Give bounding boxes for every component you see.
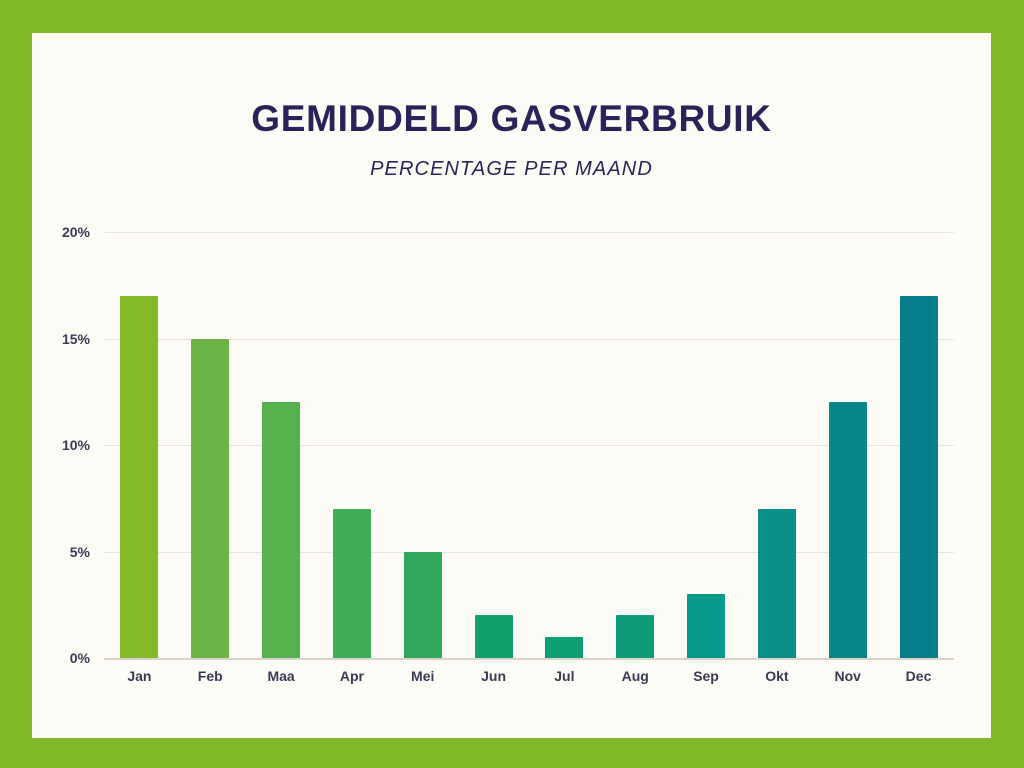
x-axis-tick-label: Okt xyxy=(765,668,789,684)
x-axis-tick-label: Jun xyxy=(481,668,506,684)
x-axis-tick-label: Aug xyxy=(621,668,649,684)
bar-slot-mei: Mei xyxy=(387,232,458,684)
bar-jul[interactable] xyxy=(545,636,584,658)
bar-slot-dec: Dec xyxy=(883,232,954,684)
bar-slot-jul: Jul xyxy=(529,232,600,684)
bar-feb[interactable] xyxy=(191,338,230,658)
bar-maa[interactable] xyxy=(262,402,301,658)
x-axis-tick-label: Jan xyxy=(127,668,152,684)
chart-card: GEMIDDELD GASVERBRUIK PERCENTAGE PER MAA… xyxy=(32,33,991,738)
x-axis-tick-label: Maa xyxy=(267,668,295,684)
x-axis-tick-label: Nov xyxy=(834,668,861,684)
bar-jan[interactable] xyxy=(120,295,159,658)
page-title: GEMIDDELD GASVERBRUIK xyxy=(251,98,772,139)
gridline xyxy=(104,338,954,340)
bar-slot-maa: Maa xyxy=(246,232,317,684)
bar-nov[interactable] xyxy=(828,402,867,658)
y-axis-tick-label: 0% xyxy=(69,650,90,666)
bar-slot-sep: Sep xyxy=(671,232,742,684)
bar-slot-jun: Jun xyxy=(458,232,529,684)
gridline xyxy=(104,658,954,660)
bar-aug[interactable] xyxy=(616,615,655,658)
bar-series: Jan Feb Maa Apr Mei Jun Jul Aug Sep Okt Nov Dec xyxy=(104,232,954,684)
gridline xyxy=(104,232,954,233)
bar-mei[interactable] xyxy=(403,551,442,658)
x-axis-tick-label: Mei xyxy=(411,668,435,684)
y-axis-tick-label: 5% xyxy=(69,543,90,560)
gridline xyxy=(104,551,954,553)
x-axis-tick-label: Feb xyxy=(197,668,223,684)
x-axis-tick-label: Jul xyxy=(554,668,575,684)
page-subtitle: PERCENTAGE PER MAAND xyxy=(370,158,653,180)
bar-chart-plot-area: 0% 5% 10% 15% 20% Jan Feb Maa Apr Mei Jun Jul Aug Se… xyxy=(62,224,954,684)
y-axis-tick-label: 10% xyxy=(61,437,90,453)
x-axis-tick-label: Apr xyxy=(339,668,364,684)
bar-sep[interactable] xyxy=(687,594,726,658)
y-axis-tick-label: 15% xyxy=(61,330,90,347)
y-axis-tick-label: 20% xyxy=(61,224,90,240)
bar-slot-okt: Okt xyxy=(741,232,812,684)
bar-slot-nov: Nov xyxy=(812,232,883,684)
bar-jun[interactable] xyxy=(474,615,513,658)
x-axis-tick-label: Dec xyxy=(905,668,932,684)
bar-slot-feb: Feb xyxy=(175,232,246,684)
bar-okt[interactable] xyxy=(757,508,796,658)
bar-apr[interactable] xyxy=(332,508,371,658)
bar-slot-jan: Jan xyxy=(104,232,175,684)
bar-slot-aug: Aug xyxy=(600,232,671,684)
bar-dec[interactable] xyxy=(899,295,938,658)
bar-slot-apr: Apr xyxy=(316,232,387,684)
gridline xyxy=(104,445,954,446)
x-axis-tick-label: Sep xyxy=(693,668,719,684)
